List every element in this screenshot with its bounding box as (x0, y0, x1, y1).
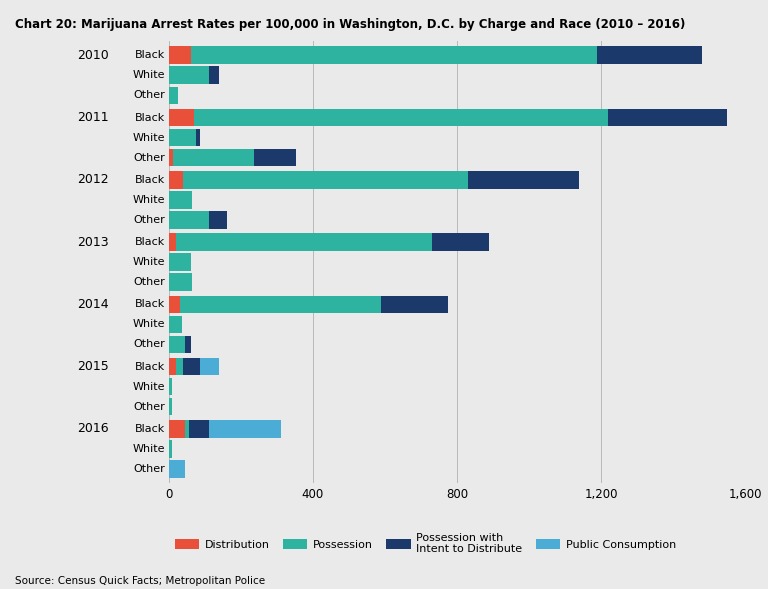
Bar (254, 149, 296, 166)
Legend: Distribution, Possession, Possession with
Intent to Distribute, Public Consumpti: Distribution, Possession, Possession wit… (174, 532, 676, 554)
Bar (176, 358, 184, 375)
Bar (169, 336, 185, 353)
Bar (169, 129, 196, 146)
Bar (468, 171, 579, 188)
Bar (169, 460, 185, 478)
Text: 2013: 2013 (77, 236, 108, 249)
Bar (169, 378, 172, 395)
Bar (169, 358, 176, 375)
Bar (169, 273, 192, 291)
Bar (169, 47, 190, 64)
Bar (209, 67, 220, 84)
Bar (174, 149, 254, 166)
Text: 2015: 2015 (77, 360, 108, 373)
Bar (169, 316, 181, 333)
Bar (169, 87, 178, 104)
Text: 2012: 2012 (77, 173, 108, 186)
Bar (196, 129, 200, 146)
Bar (184, 358, 200, 375)
Bar (180, 296, 382, 313)
Text: 2016: 2016 (77, 422, 108, 435)
Bar (169, 211, 209, 229)
Bar (176, 233, 432, 251)
Bar (169, 67, 209, 84)
Bar (209, 211, 227, 229)
Text: Source: Census Quick Facts; Metropolitan Police: Source: Census Quick Facts; Metropolitan… (15, 576, 266, 586)
Bar (169, 296, 180, 313)
Bar (169, 171, 184, 188)
Bar (169, 253, 190, 271)
Bar (185, 420, 189, 438)
Text: 2011: 2011 (77, 111, 108, 124)
Bar (200, 358, 220, 375)
Bar (432, 233, 489, 251)
Bar (382, 296, 448, 313)
Bar (184, 171, 468, 188)
Bar (209, 420, 280, 438)
Bar (169, 440, 172, 458)
Bar (169, 149, 174, 166)
Bar (169, 398, 172, 415)
Bar (190, 47, 598, 64)
Bar (598, 47, 702, 64)
Text: 2010: 2010 (77, 49, 108, 62)
Bar (185, 336, 190, 353)
Bar (194, 109, 608, 126)
Bar (169, 191, 192, 209)
Bar (169, 109, 194, 126)
Text: 2014: 2014 (77, 298, 108, 311)
Bar (189, 420, 209, 438)
Bar (608, 109, 727, 126)
Bar (169, 420, 185, 438)
Text: Chart 20: Marijuana Arrest Rates per 100,000 in Washington, D.C. by Charge and R: Chart 20: Marijuana Arrest Rates per 100… (15, 18, 686, 31)
Bar (169, 233, 176, 251)
